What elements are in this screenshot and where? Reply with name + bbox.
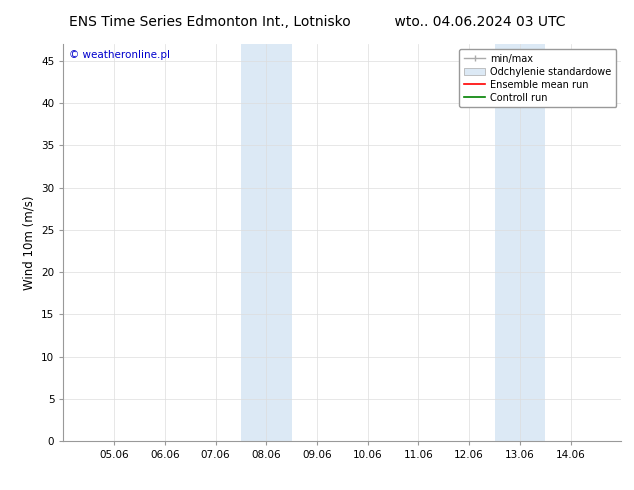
- Bar: [241, 44, 292, 441]
- Y-axis label: Wind 10m (m/s): Wind 10m (m/s): [23, 196, 36, 290]
- Legend: min/max, Odchylenie standardowe, Ensemble mean run, Controll run: min/max, Odchylenie standardowe, Ensembl…: [459, 49, 616, 107]
- Text: ENS Time Series Edmonton Int., Lotnisko          wto.. 04.06.2024 03 UTC: ENS Time Series Edmonton Int., Lotnisko …: [68, 15, 566, 29]
- Bar: [495, 44, 545, 441]
- Text: © weatheronline.pl: © weatheronline.pl: [69, 50, 170, 60]
